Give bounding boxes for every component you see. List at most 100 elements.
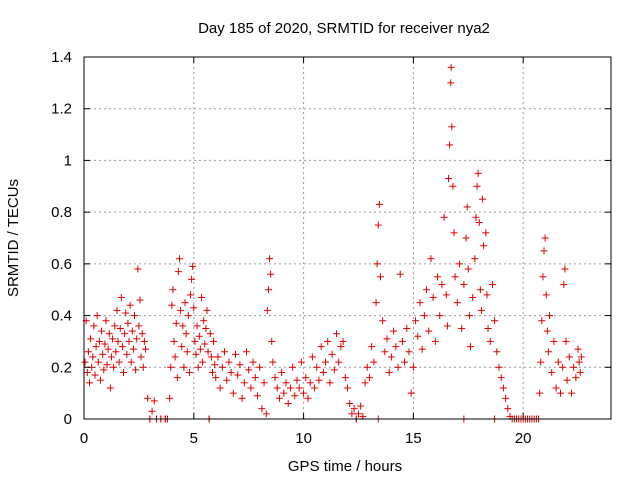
data-point <box>117 293 125 301</box>
data-point <box>488 281 496 289</box>
data-point <box>542 291 550 299</box>
data-point <box>315 376 323 384</box>
data-point <box>442 291 450 299</box>
data-point <box>445 175 453 183</box>
data-point <box>178 343 186 351</box>
y-tick-label: 0.4 <box>51 308 72 325</box>
data-point <box>188 275 196 283</box>
data-point <box>431 337 439 345</box>
data-point <box>407 389 415 397</box>
data-point <box>376 273 384 281</box>
data-point <box>191 337 199 345</box>
data-point <box>544 348 552 356</box>
data-point <box>268 337 276 345</box>
data-point <box>482 229 490 237</box>
data-point <box>495 363 503 371</box>
data-point <box>409 363 417 371</box>
data-point <box>412 317 420 325</box>
data-point <box>473 182 481 190</box>
data-point <box>447 79 455 87</box>
data-point <box>370 358 378 366</box>
data-point <box>84 348 92 356</box>
data-point <box>471 255 479 263</box>
data-point <box>491 317 499 325</box>
data-point <box>499 384 507 392</box>
data-point <box>392 343 400 351</box>
data-point <box>451 273 459 281</box>
data-point <box>247 384 255 392</box>
data-point <box>543 327 551 335</box>
plot-frame <box>83 56 612 420</box>
data-point <box>326 379 334 387</box>
data-point <box>401 358 409 366</box>
data-point <box>128 327 136 335</box>
data-point <box>373 260 381 268</box>
data-point <box>474 169 482 177</box>
data-point <box>291 392 299 400</box>
data-point <box>96 376 104 384</box>
data-point <box>330 366 338 374</box>
data-point <box>460 281 468 289</box>
data-point <box>552 384 560 392</box>
data-point <box>350 405 358 413</box>
data-point <box>390 327 398 335</box>
data-point <box>168 301 176 309</box>
data-point <box>297 358 305 366</box>
data-point <box>127 358 135 366</box>
data-point <box>166 394 174 402</box>
y-tick-label: 0 <box>64 411 72 428</box>
data-point <box>196 345 204 353</box>
data-point <box>126 301 134 309</box>
data-point <box>180 363 188 371</box>
data-point <box>541 234 549 242</box>
data-point <box>169 286 177 294</box>
data-point <box>201 340 209 348</box>
data-point <box>284 399 292 407</box>
data-point <box>206 330 214 338</box>
data-point <box>245 366 253 374</box>
data-point <box>275 394 283 402</box>
data-point <box>85 379 93 387</box>
data-point <box>199 358 207 366</box>
data-point <box>443 322 451 330</box>
y-tick-label: 1.2 <box>51 101 72 118</box>
data-point <box>267 270 275 278</box>
data-point <box>216 384 224 392</box>
data-point <box>375 200 383 208</box>
data-point <box>260 379 268 387</box>
data-point <box>538 317 546 325</box>
data-point <box>354 410 362 418</box>
data-point <box>436 312 444 320</box>
data-point <box>418 345 426 353</box>
data-point <box>192 350 200 358</box>
data-point <box>186 291 194 299</box>
data-point <box>365 374 373 382</box>
data-point <box>101 340 109 348</box>
data-point <box>387 353 395 361</box>
data-point <box>105 330 113 338</box>
data-point <box>319 368 327 376</box>
data-point <box>262 410 270 418</box>
data-point <box>295 384 303 392</box>
data-point <box>311 384 319 392</box>
data-point <box>264 286 272 294</box>
data-point <box>440 213 448 221</box>
data-point <box>379 317 387 325</box>
data-point <box>131 312 139 320</box>
data-point <box>110 363 118 371</box>
data-point <box>576 368 584 376</box>
data-point <box>104 345 112 353</box>
data-point <box>302 374 310 382</box>
data-point <box>554 358 562 366</box>
data-point <box>466 343 474 351</box>
data-point <box>109 335 117 343</box>
grid-lines <box>84 57 611 419</box>
data-point <box>115 358 123 366</box>
data-point <box>133 335 141 343</box>
data-point <box>423 286 431 294</box>
chart-title: Day 185 of 2020, SRMTID for receiver nya… <box>198 20 490 37</box>
data-point <box>450 229 458 237</box>
data-point <box>134 265 142 273</box>
data-point <box>372 299 380 307</box>
data-point <box>414 332 422 340</box>
